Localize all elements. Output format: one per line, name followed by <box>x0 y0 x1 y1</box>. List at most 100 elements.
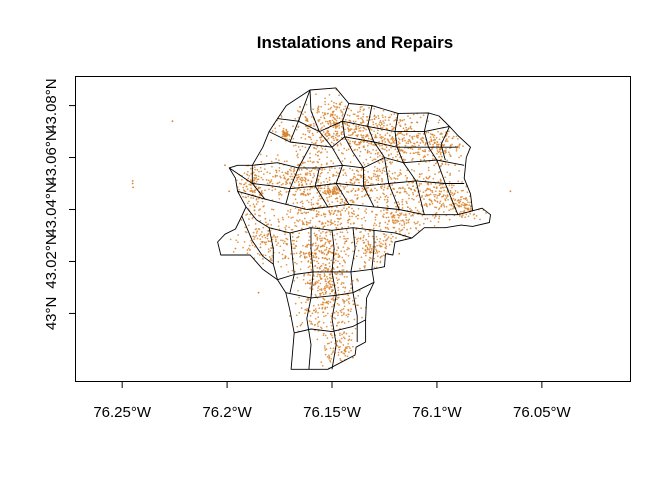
data-point <box>317 179 319 181</box>
data-point <box>333 189 335 191</box>
data-point <box>342 336 345 339</box>
data-point <box>315 255 318 258</box>
data-point <box>315 93 317 96</box>
data-point <box>462 211 465 213</box>
data-point <box>329 250 332 253</box>
data-point <box>382 254 385 257</box>
data-point <box>279 175 281 178</box>
data-point <box>318 279 320 282</box>
data-point <box>317 161 320 164</box>
data-point <box>376 132 379 135</box>
data-point <box>339 273 341 276</box>
data-point <box>305 103 308 106</box>
data-point <box>351 332 354 335</box>
data-point <box>340 311 343 314</box>
data-point <box>307 243 310 246</box>
data-point <box>403 118 406 121</box>
data-point <box>300 169 303 171</box>
data-point <box>246 188 249 190</box>
data-point <box>317 211 320 213</box>
data-point <box>301 202 304 205</box>
data-point <box>361 224 363 226</box>
data-point <box>308 157 311 159</box>
data-point <box>404 159 406 161</box>
data-point <box>384 137 386 140</box>
data-point <box>355 215 357 218</box>
data-point <box>314 235 317 237</box>
data-point <box>458 215 461 217</box>
data-point <box>349 119 351 122</box>
data-point <box>328 188 331 190</box>
data-point <box>376 153 379 155</box>
data-point <box>309 192 311 195</box>
data-point <box>452 184 455 187</box>
data-point <box>312 196 315 199</box>
data-point <box>297 235 300 238</box>
data-point <box>331 351 334 354</box>
data-point <box>324 269 327 272</box>
data-point <box>437 221 440 223</box>
x-tick-label: 76.2°W <box>202 404 252 421</box>
data-point <box>425 176 428 179</box>
data-point <box>355 245 357 248</box>
data-point <box>313 324 316 326</box>
data-point <box>390 113 393 116</box>
data-point <box>325 301 328 304</box>
data-point <box>299 324 302 327</box>
data-point <box>245 196 248 199</box>
data-point <box>424 148 427 151</box>
data-point <box>437 171 440 174</box>
data-point <box>294 261 296 264</box>
data-point <box>384 196 387 198</box>
data-point <box>307 232 310 234</box>
data-point <box>376 244 378 247</box>
data-point <box>300 176 303 179</box>
data-point <box>381 161 384 163</box>
data-point <box>401 207 404 209</box>
data-point <box>438 215 441 218</box>
data-point <box>358 289 361 292</box>
data-point <box>287 257 290 260</box>
data-point <box>370 249 373 251</box>
data-point <box>344 287 347 289</box>
data-point <box>369 156 372 159</box>
data-point <box>287 170 289 173</box>
data-point <box>416 134 418 137</box>
data-point <box>320 128 322 130</box>
data-point <box>377 255 379 257</box>
data-point <box>321 303 324 306</box>
data-point <box>398 187 400 190</box>
data-point <box>407 206 409 209</box>
data-point <box>361 195 363 198</box>
data-point <box>357 125 360 128</box>
data-point <box>292 216 294 219</box>
data-point <box>445 205 448 208</box>
data-point <box>299 201 302 204</box>
data-point <box>337 346 340 349</box>
data-point <box>399 230 401 233</box>
data-point <box>351 207 353 210</box>
data-point <box>378 240 381 243</box>
data-point <box>403 151 406 153</box>
data-point <box>376 201 379 204</box>
data-point-outlier <box>228 190 231 193</box>
data-point <box>336 130 339 133</box>
data-point <box>429 136 432 138</box>
data-point <box>356 178 358 180</box>
data-point <box>330 219 333 221</box>
data-point <box>340 143 343 146</box>
data-point <box>342 174 345 176</box>
data-point <box>298 208 300 211</box>
data-point <box>366 133 369 136</box>
data-point <box>448 180 451 183</box>
data-point <box>331 305 333 308</box>
data-point <box>361 316 363 319</box>
data-point <box>327 112 329 115</box>
data-point <box>240 192 243 195</box>
data-point <box>326 284 329 287</box>
data-point <box>462 204 465 207</box>
data-point <box>390 237 392 240</box>
data-point <box>391 184 394 186</box>
data-point <box>418 176 421 178</box>
data-point <box>323 347 326 349</box>
